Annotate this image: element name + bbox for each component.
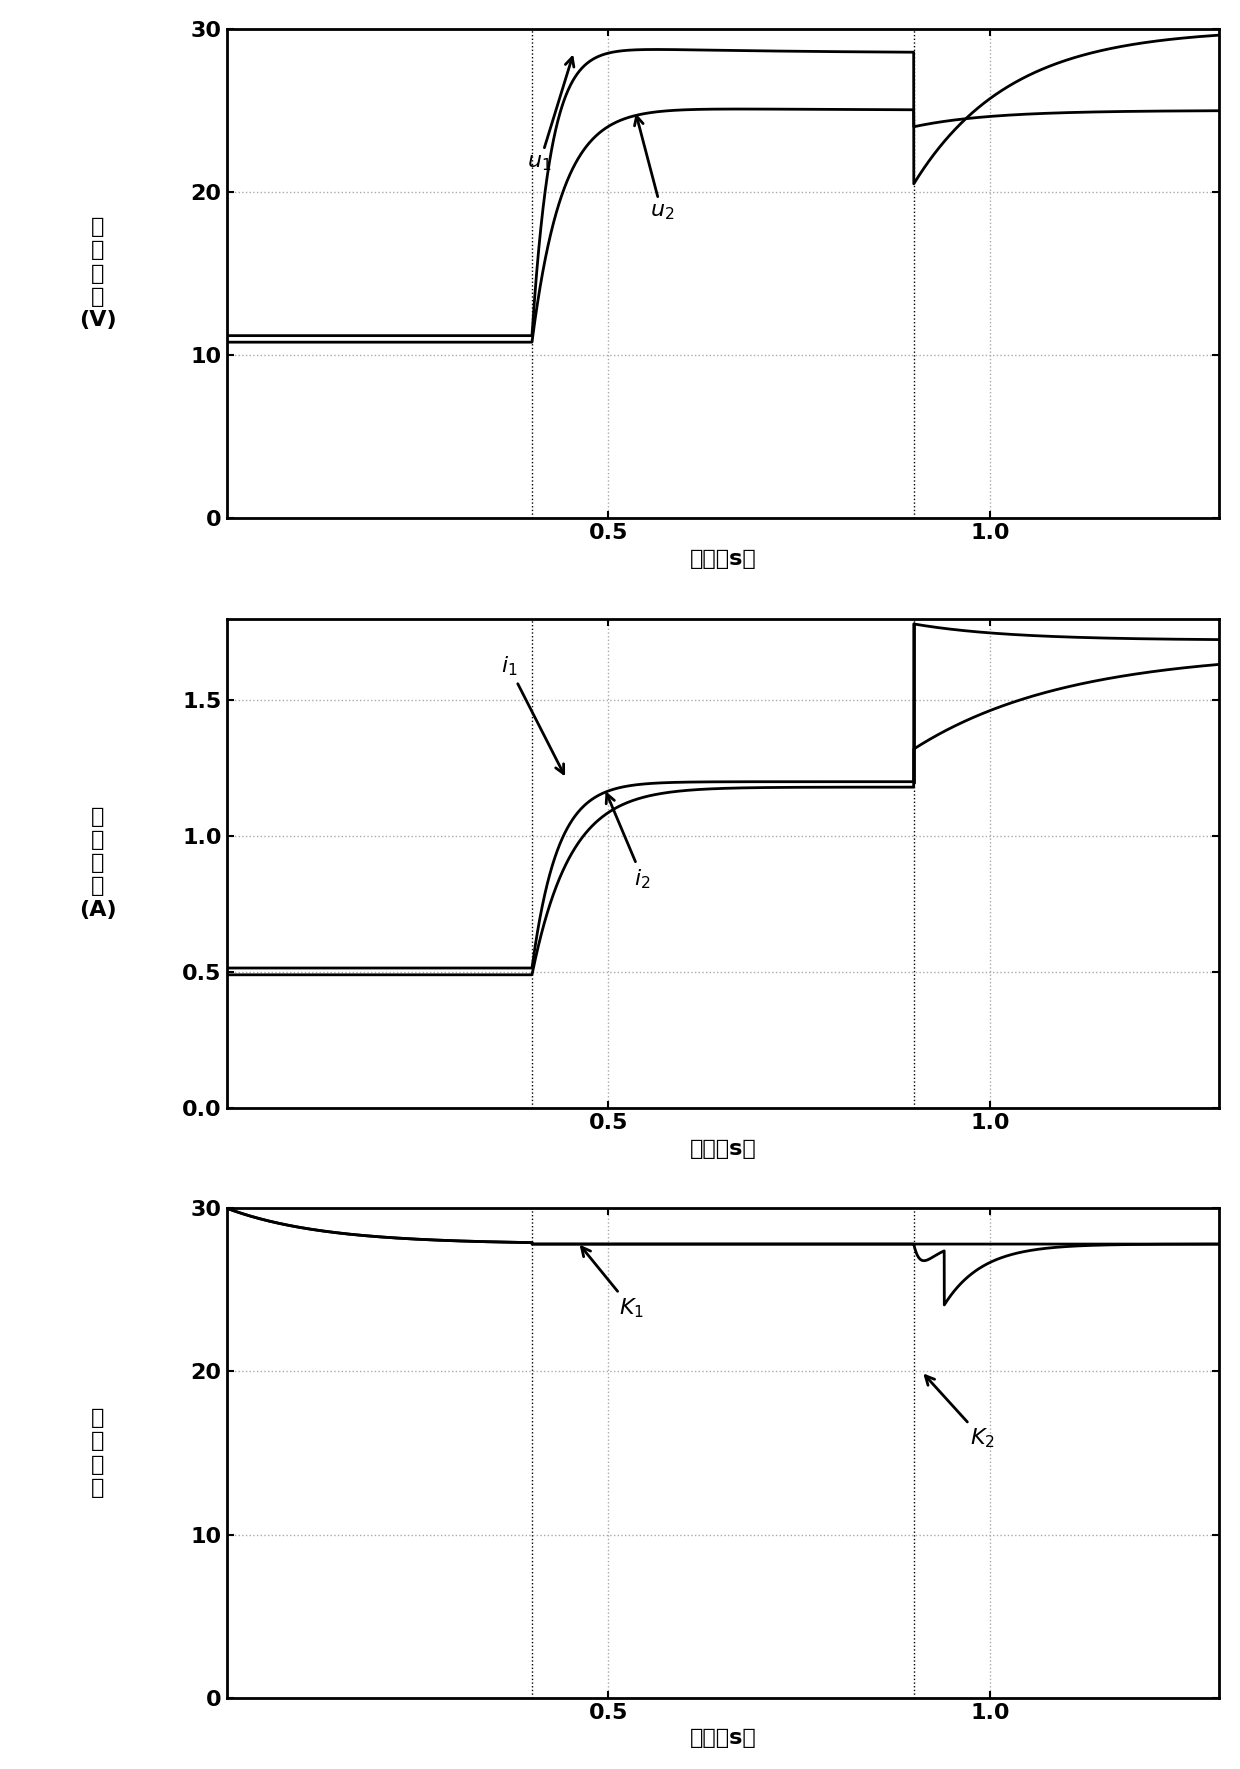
Text: $u_2$: $u_2$ (635, 117, 675, 223)
Text: $K_2$: $K_2$ (925, 1376, 994, 1451)
Text: $u_1$: $u_1$ (527, 57, 574, 173)
Text: $i_2$: $i_2$ (606, 794, 651, 890)
Text: 下
垂
系
数: 下 垂 系 数 (91, 1408, 104, 1498)
Text: 输
出
电
压
(V): 输 出 电 压 (V) (78, 218, 117, 331)
Text: $K_1$: $K_1$ (582, 1247, 644, 1320)
Text: 输
出
电
流
(A): 输 出 电 流 (A) (78, 807, 117, 920)
X-axis label: 时间（s）: 时间（s） (689, 1139, 756, 1159)
X-axis label: 时间（s）: 时间（s） (689, 548, 756, 570)
Text: $i_1$: $i_1$ (501, 655, 564, 773)
X-axis label: 时间（s）: 时间（s） (689, 1728, 756, 1748)
